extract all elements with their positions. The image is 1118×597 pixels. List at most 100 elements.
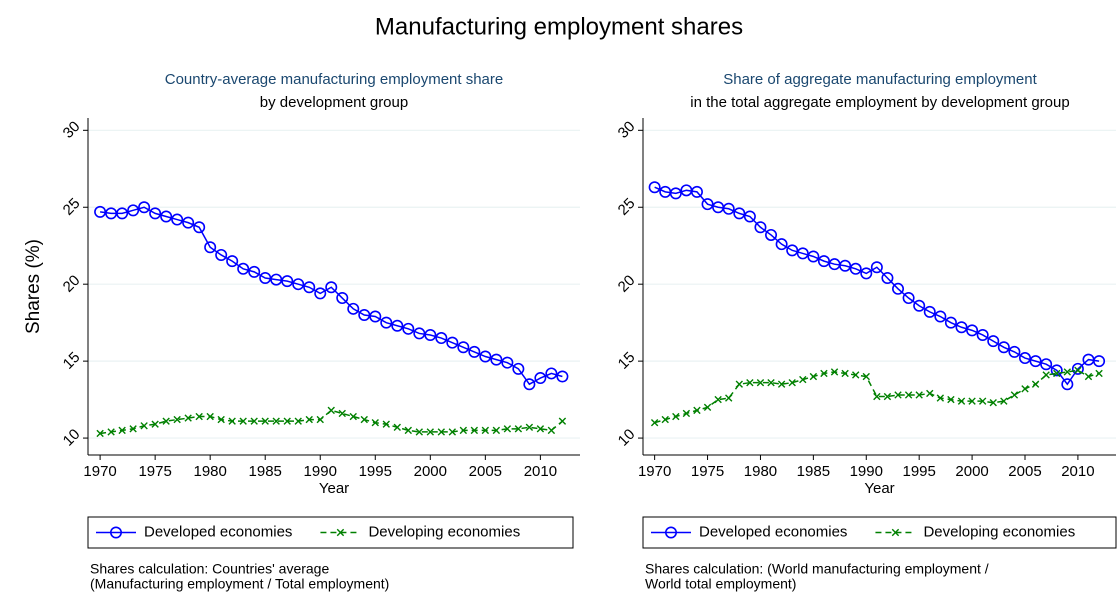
x-tick-label: 2000	[955, 463, 988, 480]
marker	[501, 356, 514, 369]
marker	[1031, 380, 1040, 388]
marker	[215, 248, 228, 261]
marker	[393, 423, 401, 431]
marker	[1074, 366, 1082, 375]
marker	[989, 398, 997, 407]
marker	[457, 341, 470, 354]
y-tick-label: 10	[60, 426, 84, 450]
x-axis-label: Year	[319, 480, 349, 497]
chart-subtitle: in the total aggregate employment by dev…	[690, 94, 1069, 111]
y-axis-label: Shares (%)	[23, 239, 44, 334]
marker	[558, 417, 567, 425]
marker	[270, 273, 283, 286]
marker	[129, 425, 137, 433]
marker	[448, 428, 457, 436]
marker	[777, 380, 786, 388]
marker	[926, 389, 934, 398]
marker	[228, 417, 236, 425]
y-tick-label: 20	[60, 272, 84, 296]
marker	[891, 528, 900, 537]
marker	[382, 420, 390, 428]
marker	[1021, 385, 1029, 393]
marker	[788, 378, 796, 387]
marker	[902, 292, 915, 305]
marker	[1071, 362, 1084, 375]
marker	[316, 415, 324, 424]
marker	[703, 403, 712, 411]
marker	[904, 391, 913, 399]
y-tick-label: 20	[615, 272, 639, 296]
marker	[547, 426, 556, 435]
marker	[325, 281, 338, 294]
marker	[830, 368, 839, 376]
x-tick-label: 1975	[691, 463, 724, 480]
marker	[171, 213, 184, 226]
marker	[682, 409, 691, 418]
marker	[380, 316, 393, 329]
marker	[116, 207, 129, 220]
marker	[292, 278, 305, 291]
marker	[1008, 345, 1021, 358]
marker	[314, 287, 327, 300]
marker	[347, 302, 360, 315]
note: Shares calculation: (World manufacturing…	[645, 561, 989, 577]
marker	[272, 417, 280, 425]
marker	[957, 397, 966, 405]
marker	[173, 415, 181, 424]
marker	[1018, 352, 1031, 365]
marker	[849, 262, 862, 275]
marker	[226, 255, 239, 268]
marker	[976, 328, 989, 341]
x-tick-label: 1995	[359, 463, 392, 480]
marker	[127, 204, 140, 217]
marker	[206, 412, 214, 421]
marker	[360, 415, 368, 424]
marker	[182, 216, 195, 229]
marker	[809, 372, 818, 381]
marker	[1010, 391, 1019, 399]
x-tick-label: 2005	[469, 463, 502, 480]
marker	[1093, 355, 1106, 368]
marker	[892, 282, 905, 295]
marker	[481, 426, 490, 435]
x-tick-label: 1985	[797, 463, 830, 480]
marker	[841, 369, 849, 378]
marker	[303, 281, 316, 294]
x-axis-label: Year	[864, 480, 894, 497]
marker	[369, 310, 382, 323]
marker	[735, 380, 743, 388]
y-tick-label: 25	[615, 195, 639, 219]
marker	[336, 528, 345, 537]
plot-area	[643, 118, 1116, 455]
marker	[305, 415, 313, 424]
marker	[870, 261, 883, 274]
marker	[556, 370, 569, 383]
marker	[281, 275, 294, 288]
marker	[765, 228, 778, 241]
marker	[693, 406, 701, 415]
legend-label: Developing economies	[923, 523, 1075, 540]
marker	[978, 397, 987, 405]
marker	[807, 250, 820, 263]
marker	[294, 417, 302, 425]
marker	[1029, 355, 1042, 368]
x-tick-label: 1995	[902, 463, 935, 480]
marker	[162, 417, 170, 425]
marker	[239, 417, 247, 425]
marker	[250, 417, 258, 425]
note: Shares calculation: Countries' average	[90, 561, 329, 577]
marker	[860, 267, 873, 280]
y-tick-label: 25	[60, 195, 84, 219]
marker	[1042, 371, 1050, 379]
x-tick-label: 2010	[1061, 463, 1094, 480]
marker	[944, 316, 957, 329]
x-tick-label: 1975	[138, 463, 171, 480]
marker	[413, 327, 426, 340]
marker	[743, 210, 756, 223]
marker	[525, 423, 534, 431]
marker	[915, 391, 923, 399]
marker	[775, 238, 788, 251]
marker	[534, 372, 547, 385]
marker	[883, 392, 892, 401]
